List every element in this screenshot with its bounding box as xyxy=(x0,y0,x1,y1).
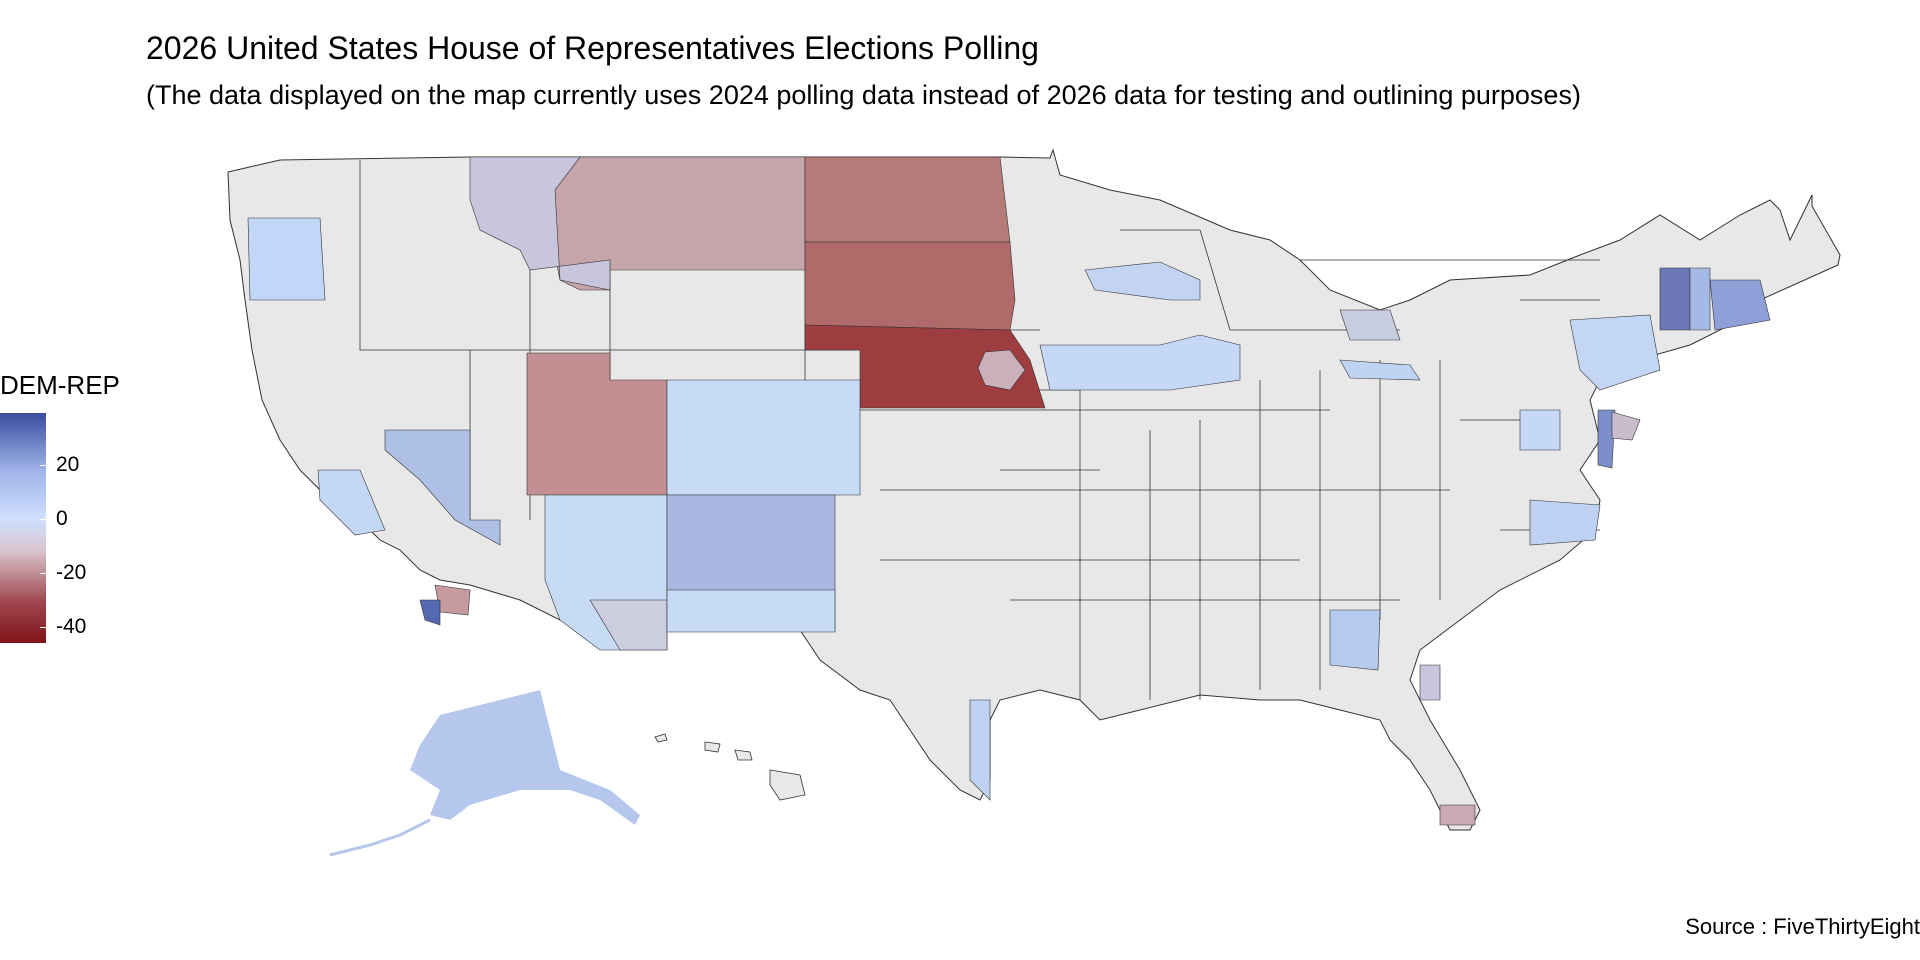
new-jersey-district xyxy=(1597,409,1616,469)
map-title: 2026 United States House of Representati… xyxy=(146,30,1039,66)
nebraska-district xyxy=(804,324,1046,409)
source-caption: Source : FiveThirtyEight xyxy=(1685,914,1920,939)
florida-south-district xyxy=(1439,804,1476,826)
alaska-district xyxy=(410,690,640,825)
virginia-district xyxy=(1519,409,1561,451)
north-carolina-district xyxy=(1529,499,1601,546)
map-subtitle: (The data displayed on the map currently… xyxy=(146,80,1581,110)
california-bay-districts xyxy=(317,469,386,536)
michigan-districts xyxy=(1339,309,1401,341)
florida-district xyxy=(1419,664,1441,701)
legend-tick-label: -20 xyxy=(56,561,87,584)
legend-tick-label: 0 xyxy=(56,507,68,530)
minnesota-wisconsin-districts xyxy=(1084,261,1201,301)
california-coastal-district xyxy=(419,599,441,626)
new-hampshire-district xyxy=(1689,267,1711,331)
new-mexico-south-district xyxy=(666,589,836,633)
iowa-illinois-districts xyxy=(1039,334,1241,391)
new-york-districts xyxy=(1569,314,1661,391)
vermont-district xyxy=(1659,267,1691,331)
legend-tick-mark xyxy=(40,573,46,574)
texas-coast-district xyxy=(969,699,991,801)
legend-tick-mark xyxy=(40,519,46,520)
alaska-aleutian-islands xyxy=(329,818,431,857)
south-dakota-district xyxy=(804,241,1016,331)
colorado-district xyxy=(666,379,861,496)
maine-massachusetts-districts xyxy=(1709,279,1771,331)
legend-color-bar xyxy=(0,413,46,643)
legend-tick-mark xyxy=(40,627,46,628)
north-dakota-district xyxy=(804,156,1011,243)
georgia-district xyxy=(1329,609,1381,671)
legend-tick-label: 20 xyxy=(56,453,80,476)
legend-title: DEM-REP xyxy=(0,370,120,400)
nebraska-omaha-district xyxy=(977,349,1026,391)
pennsylvania-east-district xyxy=(1611,411,1641,441)
idaho-district xyxy=(469,156,611,291)
legend-tick-mark xyxy=(40,465,46,466)
district-fills xyxy=(247,156,1771,826)
washington-districts xyxy=(247,217,326,301)
hawaii-islands xyxy=(654,733,806,801)
arizona-south-district xyxy=(589,599,668,651)
nevada-district xyxy=(384,429,501,546)
ohio-pennsylvania-districts xyxy=(1339,359,1421,381)
legend-tick-label: -40 xyxy=(56,615,87,638)
